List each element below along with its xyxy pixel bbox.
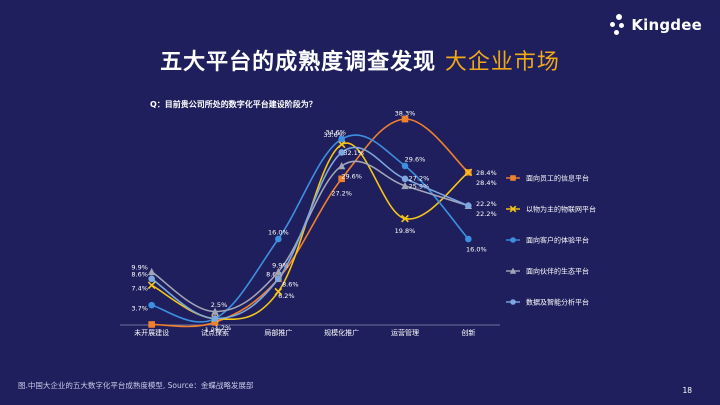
x-tick-label: 规模化推广	[324, 328, 359, 337]
legend-marker	[510, 175, 516, 181]
series-5-data-label: 8.6%	[131, 270, 148, 278]
series-4-data-label: 25.9%	[409, 182, 430, 190]
series-2-data-label: 28.4%	[476, 179, 497, 187]
series-2-data-label: 6.2%	[278, 292, 295, 300]
series-5-point	[148, 275, 155, 283]
series-4-data-label: 29.6%	[341, 172, 362, 180]
series-5-data-label: 22.2%	[476, 210, 497, 218]
series-3-data-label: 34.6%	[325, 129, 346, 137]
series-3-point	[275, 235, 282, 243]
source-footnote: 图.中国大企业的五大数字化平台成熟度模型, Source：金蝶战略发展部	[18, 381, 254, 390]
series-5-data-label: 27.2%	[409, 174, 430, 182]
series-4-data-label: 9.9%	[272, 261, 289, 269]
series-1-data-label: 8.6%	[266, 270, 283, 278]
series-4-data-label: 9.9%	[131, 263, 148, 271]
x-tick-label: 未开展建设	[134, 328, 169, 337]
series-3-data-label: 3.7%	[131, 305, 148, 313]
series-3-point	[401, 162, 409, 170]
series-1-data-label: 38.3%	[395, 110, 416, 118]
legend-marker	[509, 205, 517, 213]
legend-entry-label: 面向伙伴的生态平台	[526, 267, 589, 276]
series-1-point	[338, 175, 345, 183]
series-2-point	[274, 287, 283, 296]
series-5-point	[211, 315, 219, 322]
series-4-data-label: 22.2%	[476, 200, 497, 208]
series-2-point	[337, 140, 346, 149]
series-4-point	[337, 162, 346, 170]
series-3-point	[148, 301, 155, 309]
series-5-point	[465, 202, 472, 209]
series-1-data-label: 28.4%	[476, 169, 497, 177]
page-title: 五大平台的成熟度调查发现 大企业市场	[0, 44, 720, 76]
series-line-5	[151, 146, 469, 320]
series-5-point	[338, 149, 345, 156]
survey-question: Q：目前贵公司所处的数字化平台建设阶段为？	[150, 100, 317, 109]
legend-entry-label: 以物为主的物联网平台	[526, 205, 596, 214]
series-1-point	[148, 321, 155, 328]
kingdee-logo: Kingdee	[609, 14, 702, 36]
legend-marker	[510, 237, 516, 243]
series-line-1	[151, 118, 469, 328]
series-2-data-label: 33.6%	[323, 131, 344, 139]
series-1-point	[401, 115, 409, 123]
x-tick-label: 运营管理	[391, 328, 419, 337]
x-tick-label: 试点探索	[201, 328, 229, 337]
kingdee-logo-text: Kingdee	[631, 16, 702, 34]
series-5-data-label: 32.1%	[343, 149, 364, 157]
series-3-data-label: 16.0%	[268, 229, 289, 237]
legend-entry-label: 面向员工的信息平台	[526, 174, 589, 183]
series-2-data-label: 19.8%	[395, 227, 416, 235]
legend-marker	[509, 267, 517, 274]
series-1-data-label: 27.2%	[331, 189, 352, 197]
series-4-point	[401, 181, 409, 190]
series-5-point	[275, 275, 282, 283]
series-3-point	[465, 235, 472, 243]
series-4-point	[211, 307, 219, 315]
page-title-main: 五大平台的成熟度调查发现	[160, 50, 437, 75]
page-number: 18	[682, 386, 692, 395]
x-tick-label: 创新	[461, 328, 475, 337]
series-3-data-label: 16.0%	[466, 246, 487, 254]
series-4-point	[274, 267, 283, 276]
series-3-data-label: 29.6%	[405, 155, 426, 163]
series-2-point	[147, 281, 156, 290]
series-2-data-label: 1.2%	[215, 324, 232, 332]
series-4-point	[147, 267, 156, 276]
series-3-data-label: 1.2%	[205, 326, 222, 334]
series-1-point	[211, 319, 219, 326]
series-4-data-label: 2.5%	[211, 301, 228, 309]
series-2-data-label: 7.4%	[131, 285, 148, 293]
page-title-highlight: 大企业市场	[444, 50, 560, 75]
series-5-data-label: 8.6%	[282, 280, 299, 288]
kingdee-logo-mark-icon	[609, 14, 627, 36]
legend-entry-label: 面向客户的体验平台	[526, 236, 589, 245]
series-2-point	[464, 168, 473, 177]
series-2-point	[401, 214, 409, 223]
x-tick-label: 局部推广	[264, 328, 292, 337]
legend-marker	[510, 299, 516, 305]
series-5-point	[401, 175, 409, 183]
legend-entry-label: 数据及智能分析平台	[526, 298, 589, 307]
series-3-point	[338, 135, 345, 143]
